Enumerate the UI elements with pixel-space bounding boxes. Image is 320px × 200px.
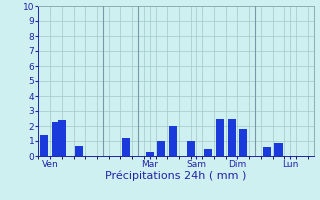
Bar [157, 141, 165, 156]
Bar [204, 148, 212, 156]
Bar [216, 118, 224, 156]
Bar [239, 129, 247, 156]
Bar [169, 126, 177, 156]
Bar [122, 138, 130, 156]
Bar [274, 142, 283, 156]
Bar [52, 121, 60, 156]
Bar [75, 146, 84, 156]
Bar [187, 141, 195, 156]
Bar [146, 152, 154, 156]
Bar [40, 135, 48, 156]
Bar [58, 120, 66, 156]
X-axis label: Précipitations 24h ( mm ): Précipitations 24h ( mm ) [105, 171, 247, 181]
Bar [263, 147, 271, 156]
Bar [228, 118, 236, 156]
